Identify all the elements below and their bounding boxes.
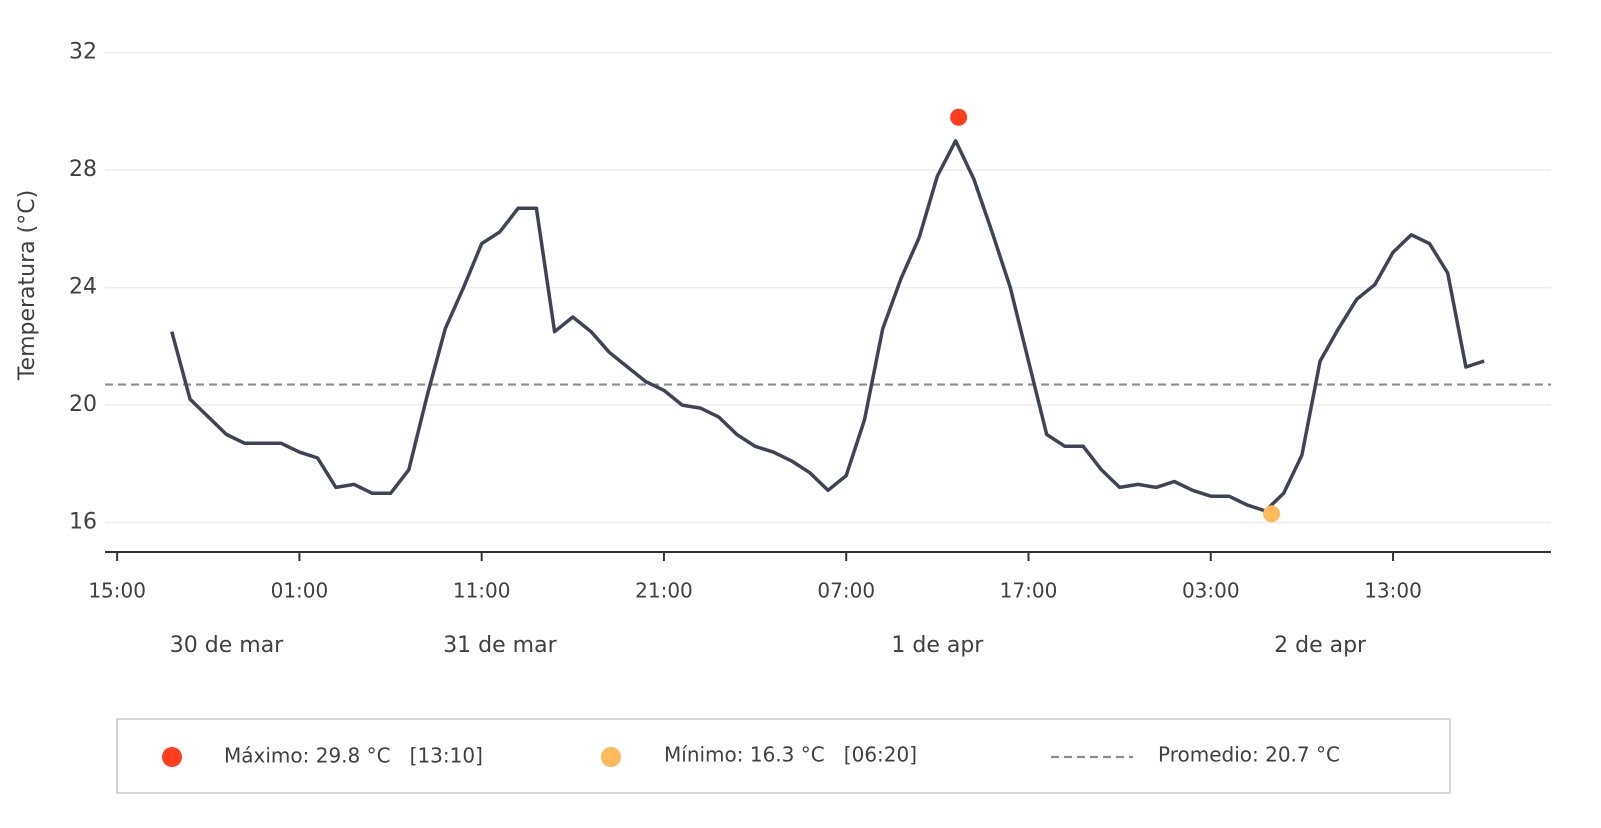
x-tick-label: 03:00 <box>1182 579 1240 603</box>
day-label: 1 de apr <box>891 633 984 658</box>
day-label: 30 de mar <box>170 633 284 658</box>
legend-min-label: Mínimo: 16.3 °C [06:20] <box>664 743 917 767</box>
max-marker <box>950 108 968 126</box>
y-tick-label: 32 <box>69 40 97 65</box>
x-tick-label: 07:00 <box>817 579 875 603</box>
x-tick-label: 15:00 <box>88 579 146 603</box>
y-tick-label: 20 <box>69 392 97 417</box>
legend-max-label: Máximo: 29.8 °C [13:10] <box>224 744 483 768</box>
min-marker <box>1263 505 1281 523</box>
x-tick-label: 17:00 <box>1000 579 1058 603</box>
y-tick-label: 28 <box>69 157 97 182</box>
y-axis-label: Temperatura (°C) <box>15 190 40 381</box>
day-label: 2 de apr <box>1274 633 1367 658</box>
x-tick-label: 11:00 <box>453 579 511 603</box>
legend-mean-label: Promedio: 20.7 °C <box>1158 743 1340 767</box>
y-tick-label: 24 <box>69 275 97 300</box>
x-tick-label: 01:00 <box>271 579 329 603</box>
x-tick-label: 21:00 <box>635 579 693 603</box>
legend-min-swatch <box>601 747 621 767</box>
y-tick-label: 16 <box>69 510 97 535</box>
legend-box <box>116 718 1451 794</box>
x-tick-label: 13:00 <box>1364 579 1422 603</box>
day-label: 31 de mar <box>443 633 557 658</box>
temperature-line <box>170 139 1485 513</box>
legend-max-swatch <box>162 747 182 767</box>
